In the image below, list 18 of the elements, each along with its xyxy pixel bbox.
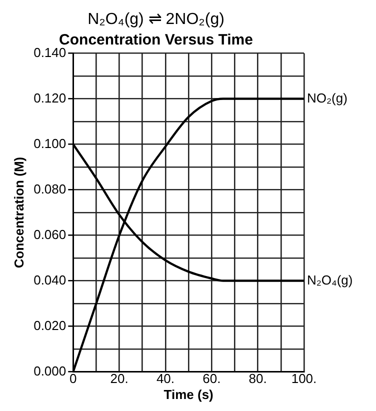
series-label: N₂O₄(g) bbox=[307, 272, 353, 288]
y-tick-label: 0.100 bbox=[34, 136, 66, 151]
y-tick-label: 0.000 bbox=[34, 363, 66, 378]
chart-title: N₂O₄(g) ⇌ 2NO₂(g) bbox=[88, 11, 224, 28]
y-tick-label: 0.060 bbox=[34, 226, 66, 242]
y-tick-label: 0.040 bbox=[34, 272, 66, 288]
y-axis-title: Concentration (M) bbox=[11, 156, 26, 268]
x-tick-label: 80. bbox=[248, 371, 267, 386]
y-tick-label: 0.120 bbox=[34, 90, 66, 106]
x-tick-label: 60. bbox=[202, 371, 221, 386]
x-tick-label: 20. bbox=[110, 371, 128, 386]
x-tick-label: 100. bbox=[291, 371, 317, 386]
x-tick-label: 0 bbox=[70, 371, 77, 386]
y-tick-label: 0.080 bbox=[34, 181, 66, 196]
y-tick-label: 0.020 bbox=[34, 318, 66, 333]
x-tick-label: 40. bbox=[156, 371, 175, 386]
x-axis-title: Time (s) bbox=[164, 386, 214, 402]
series-label: NO₂(g) bbox=[307, 90, 348, 106]
